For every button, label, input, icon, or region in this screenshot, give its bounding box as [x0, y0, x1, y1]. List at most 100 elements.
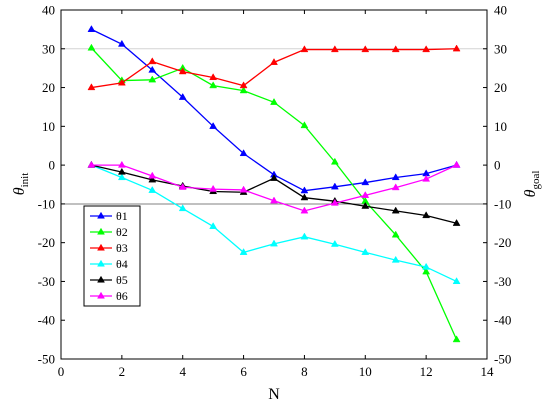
- series-2-point: [330, 157, 339, 165]
- legend-item-5: θ5: [90, 273, 128, 287]
- y-tick-label-right: -50: [494, 352, 511, 367]
- x-tick-label: 14: [481, 364, 495, 379]
- series-1-point: [209, 122, 218, 129]
- series-3-point: [330, 45, 339, 53]
- x-tick-label: 8: [301, 364, 308, 379]
- svg-text:θinit: θinit: [11, 173, 31, 196]
- legend-label: θ1: [116, 209, 128, 223]
- legend-box: [83, 205, 141, 307]
- series-3-point: [361, 45, 370, 53]
- series-3-point: [391, 45, 400, 53]
- x-axis-title: N: [268, 386, 280, 403]
- series-2-point: [391, 230, 400, 238]
- series-layer: [87, 25, 461, 343]
- x-tick-label: 12: [420, 364, 433, 379]
- series-3: [87, 44, 461, 91]
- series-6-point: [148, 171, 157, 179]
- x-tick-label: 6: [240, 364, 247, 379]
- ticks-layer: 0 2 4 6 8 10 12 14-50 -50-40 -40-30 -30-20 -20-10 -1…: [38, 3, 512, 380]
- legend-marker: [97, 291, 105, 299]
- legend-label: θ4: [116, 257, 128, 271]
- series-1-point: [330, 182, 339, 190]
- y-tick-label-left: -40: [38, 313, 55, 328]
- y-tick-label-left: 30: [42, 41, 55, 56]
- y-tick-label-left: -30: [38, 274, 55, 289]
- series-6-point: [330, 198, 339, 206]
- series-5-point: [148, 175, 157, 183]
- y-tick-label-right: 40: [494, 3, 507, 18]
- x-tick-label: 4: [179, 364, 186, 379]
- series-5-point: [391, 206, 400, 214]
- y-tick-label-left: 20: [42, 80, 55, 95]
- series-6-point: [452, 160, 461, 168]
- legend-label: θ6: [116, 289, 128, 303]
- series-1-point: [391, 173, 400, 181]
- series-3-point: [300, 45, 309, 53]
- legend-marker: [97, 275, 105, 283]
- series-6-point: [87, 160, 96, 168]
- series-1-point: [148, 65, 157, 73]
- legend-marker: [97, 243, 105, 251]
- x-tick-label: 10: [359, 364, 372, 379]
- series-2-point: [148, 75, 157, 83]
- series-3-point: [87, 83, 96, 91]
- series-2-point: [239, 86, 248, 94]
- series-6-point: [239, 185, 248, 193]
- y-tick-label-right: 20: [494, 80, 507, 95]
- series-4-point: [178, 204, 187, 212]
- y-tick-label-left: 40: [42, 3, 55, 18]
- legend-label: θ2: [116, 225, 128, 239]
- series-4-point: [148, 186, 157, 193]
- series-3-point: [452, 44, 461, 52]
- series-3-point: [422, 45, 431, 53]
- x-tick-label: 0: [58, 364, 65, 379]
- series-3-point: [209, 73, 218, 81]
- series-5-point: [270, 174, 278, 181]
- series-3-point: [148, 57, 157, 65]
- y-tick-label-left: 0: [49, 158, 56, 173]
- y-axis-left-title-main: θ: [11, 187, 28, 195]
- y-tick-label-left: -50: [38, 352, 55, 367]
- y-tick-label-left: -10: [38, 196, 55, 211]
- series-4-point: [117, 173, 126, 181]
- series-3-point: [270, 58, 278, 65]
- series-1-point: [361, 178, 370, 186]
- y-axis-right-title: θgoal: [522, 171, 542, 198]
- series-6-point: [209, 184, 218, 192]
- legend: θ1 θ2 θ3 θ4 θ5 θ6: [83, 205, 141, 307]
- series-4-point: [422, 262, 431, 270]
- series-6-point: [391, 183, 400, 191]
- svg-text:θgoal: θgoal: [522, 171, 542, 198]
- series-5-point: [422, 211, 431, 219]
- series-6-point: [300, 206, 309, 214]
- series-2-point: [270, 98, 278, 105]
- series-6: [87, 160, 461, 214]
- series-1-point: [117, 39, 126, 47]
- series-2-point: [209, 81, 218, 89]
- series-2: [87, 43, 461, 343]
- series-5-point: [117, 167, 126, 175]
- series-2-point: [87, 43, 96, 51]
- y-tick-label-right: -30: [494, 274, 511, 289]
- series-4-point: [452, 277, 461, 285]
- series-5-point: [300, 193, 309, 201]
- series-1-point: [300, 186, 309, 194]
- y-tick-label-right: 0: [494, 158, 501, 173]
- series-4-point: [239, 248, 248, 255]
- series-6-point: [361, 191, 370, 198]
- series-4-point: [270, 239, 278, 247]
- series-3-point: [178, 67, 187, 75]
- series-4-point: [391, 255, 400, 263]
- legend-item-6: θ6: [90, 289, 128, 303]
- legend-item-3: θ3: [90, 241, 128, 255]
- series-2-point: [452, 335, 461, 343]
- series-4-point: [209, 222, 218, 229]
- series-5-point: [452, 219, 461, 226]
- legend-marker: [97, 259, 105, 267]
- y-axis-right-title-main: θ: [522, 189, 539, 197]
- series-2-point: [422, 267, 431, 275]
- y-tick-label-right: -10: [494, 196, 511, 211]
- series-1-point: [87, 25, 96, 32]
- series-6-point: [117, 160, 126, 168]
